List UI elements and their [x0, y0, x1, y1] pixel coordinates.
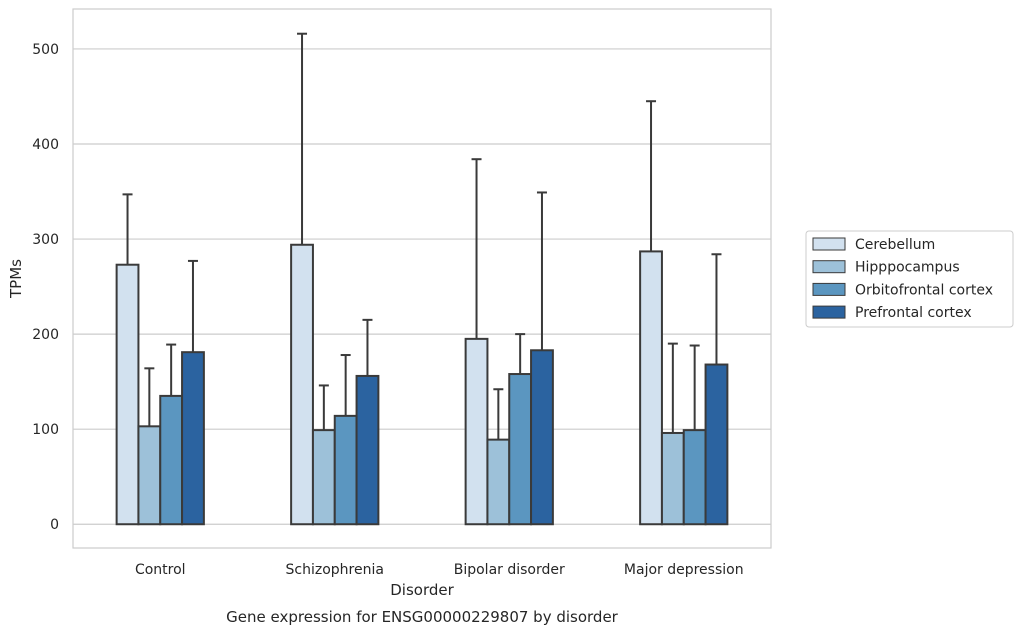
bar — [355, 374, 380, 526]
legend-swatch — [812, 305, 846, 319]
y-tick-label: 400 — [32, 137, 59, 153]
y-tick-label: 100 — [32, 422, 59, 438]
bar — [181, 351, 205, 526]
x-axis-label: Disorder — [390, 581, 454, 599]
legend-label: Prefrontal cortex — [855, 305, 972, 321]
chart-caption: Gene expression for ENSG00000229807 by d… — [226, 608, 619, 626]
legend-label: Cerebellum — [855, 237, 935, 253]
x-tick-labels: Control Schizophrenia Bipolar disorder Majo… — [135, 562, 744, 578]
bar — [639, 250, 663, 526]
legend-label: Hipppocampus — [855, 260, 960, 276]
y-tick-label: 500 — [32, 42, 59, 58]
y-tick-label: 300 — [32, 232, 59, 248]
bar — [311, 429, 336, 526]
x-tick-label: Bipolar disorder — [454, 562, 565, 578]
plot-frame — [72, 8, 772, 549]
bar — [530, 349, 554, 526]
bar — [464, 337, 489, 526]
legend-swatch — [812, 282, 846, 296]
bar — [290, 243, 314, 526]
y-tick-label: 0 — [50, 517, 59, 533]
bar — [660, 431, 685, 526]
bar — [486, 438, 511, 526]
bar — [682, 429, 707, 526]
error-bars — [122, 32, 722, 440]
bar — [137, 425, 162, 526]
y-axis-label: TPMs — [7, 259, 25, 299]
bar — [159, 394, 184, 526]
legend-swatch — [812, 237, 846, 251]
x-tick-label: Control — [135, 562, 186, 578]
legend-box — [805, 230, 1014, 328]
bar — [115, 263, 140, 526]
y-tick-labels: 0 100 200 300 400 500 — [32, 42, 59, 533]
bar — [704, 363, 729, 526]
bar — [508, 373, 533, 526]
x-tick-label: Major depression — [624, 562, 744, 578]
bars — [115, 243, 729, 526]
legend-swatch — [812, 260, 846, 274]
legend-label: Orbitofrontal cortex — [855, 282, 993, 298]
y-tick-label: 200 — [32, 327, 59, 343]
bar — [333, 414, 358, 526]
legend: Cerebellum Hipppocampus Orbitofrontal cort… — [805, 230, 1014, 328]
x-tick-label: Schizophrenia — [286, 562, 384, 578]
